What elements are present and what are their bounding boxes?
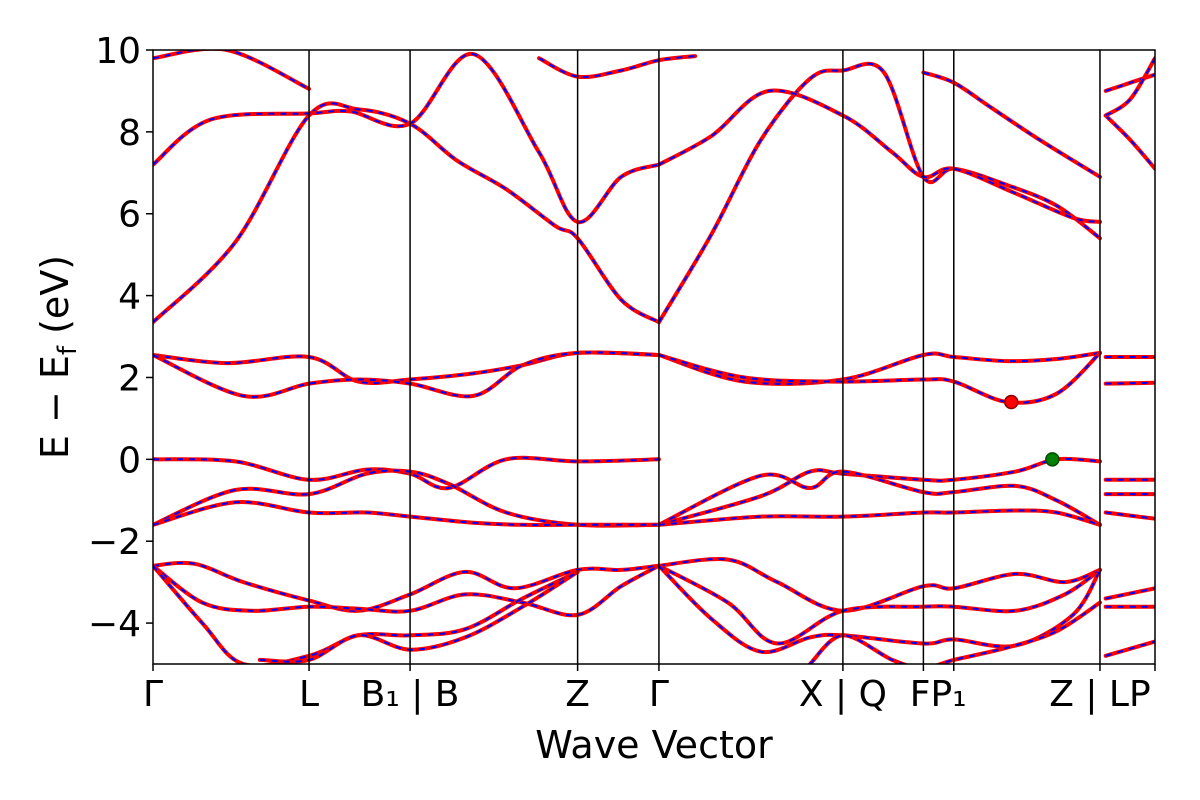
band-dash: [1105, 381, 1155, 385]
band-33: [808, 600, 1102, 664]
band-14: [656, 350, 1102, 405]
x-tick-label: B₁ | B: [361, 674, 460, 715]
band-7: [921, 70, 1102, 179]
band-dash: [1104, 114, 1155, 170]
y-tick-label: 10: [95, 31, 141, 72]
band-line: [537, 54, 698, 80]
x-axis-ticks: Γ L B₁ | B Z Γ X | Q FP₁ Z | LP: [143, 664, 1156, 715]
band-16: [1103, 380, 1155, 386]
band-31: [656, 563, 1102, 646]
band-25: [1103, 510, 1155, 521]
band-dash: [1105, 73, 1155, 92]
band-line: [153, 560, 661, 613]
band-30: [656, 557, 1102, 613]
band-4: [656, 61, 1102, 325]
plot-area: [153, 50, 1155, 664]
band-dash: [658, 470, 1101, 526]
x-tick-label: X | Q: [799, 674, 887, 715]
band-dash: [809, 601, 1101, 664]
band-dash: [658, 558, 1101, 612]
band-12: [153, 350, 661, 399]
band-dash: [1105, 57, 1155, 117]
band-13: [656, 350, 1102, 386]
band-dash: [153, 102, 660, 324]
band-marker-1: [1004, 394, 1019, 410]
band-dash: [658, 352, 1101, 404]
band-line: [153, 52, 661, 224]
band-1: [153, 101, 661, 325]
band-8: [1103, 113, 1155, 171]
y-tick-label: 0: [118, 440, 141, 481]
band-line: [153, 500, 661, 527]
band-marker-2: [1045, 452, 1060, 467]
band-line: [921, 70, 1102, 179]
y-axis-label-unit: (eV): [33, 255, 77, 346]
band-9: [1103, 72, 1155, 93]
y-axis-ticks: −4 −2 0 2 4 6 8 10: [88, 31, 153, 645]
y-tick-label: 4: [118, 277, 141, 318]
band-dash: [153, 565, 579, 664]
x-tick-label: Z: [565, 674, 590, 715]
band-dash: [658, 89, 1101, 223]
y-axis-label: E − Ef (eV): [33, 255, 83, 459]
band-dash: [1105, 511, 1155, 520]
band-21: [656, 469, 1102, 527]
band-34: [1103, 586, 1155, 601]
x-axis-label: Wave Vector: [535, 723, 773, 767]
band-line: [153, 563, 580, 664]
band-line: [153, 350, 661, 386]
y-tick-label: 8: [118, 113, 141, 154]
band-27: [153, 563, 661, 618]
band-line: [153, 50, 311, 91]
band-5: [656, 88, 1102, 224]
x-tick-label: FP₁: [910, 674, 967, 715]
x-tick-label: L: [299, 674, 319, 715]
band-dash: [658, 351, 1101, 385]
band-2: [153, 52, 661, 224]
band-36: [1103, 639, 1155, 658]
band-dash: [658, 457, 1101, 526]
band-dash: [538, 55, 696, 79]
band-3: [153, 50, 311, 91]
band-dash: [923, 71, 1101, 178]
band-line: [153, 101, 661, 325]
band-dash: [658, 564, 1101, 645]
x-tick-label: Γ: [649, 674, 669, 715]
band-line: [656, 61, 1102, 325]
band-line: [153, 350, 661, 399]
band-line: [153, 563, 661, 618]
band-20: [656, 456, 1102, 527]
y-tick-label: 6: [118, 195, 141, 236]
band-26: [153, 560, 661, 613]
y-tick-label: 2: [118, 358, 141, 399]
band-dash: [1105, 587, 1155, 600]
band-28: [153, 563, 580, 664]
kpoint-separators: [308, 50, 1101, 664]
band-line: [656, 508, 1102, 527]
band-19: [153, 500, 661, 527]
band-dash: [1105, 640, 1155, 657]
axes-frame: [152, 49, 1156, 665]
x-tick-label: Z | LP: [1049, 674, 1150, 715]
y-axis-label-main: E − E: [33, 355, 77, 459]
y-axis-label-subscript: f: [53, 345, 83, 355]
band-dash: [153, 53, 660, 223]
band-11: [153, 350, 661, 386]
y-tick-label: −2: [88, 522, 141, 563]
band-dash: [153, 501, 659, 526]
band-dash: [658, 62, 1101, 323]
y-tick-label: −4: [88, 604, 141, 645]
x-tick-label: Γ: [143, 674, 163, 715]
band-22: [656, 508, 1102, 527]
band-dash: [658, 509, 1101, 526]
band-dash: [153, 564, 660, 617]
band-10: [1103, 56, 1155, 118]
band-6: [537, 54, 698, 80]
